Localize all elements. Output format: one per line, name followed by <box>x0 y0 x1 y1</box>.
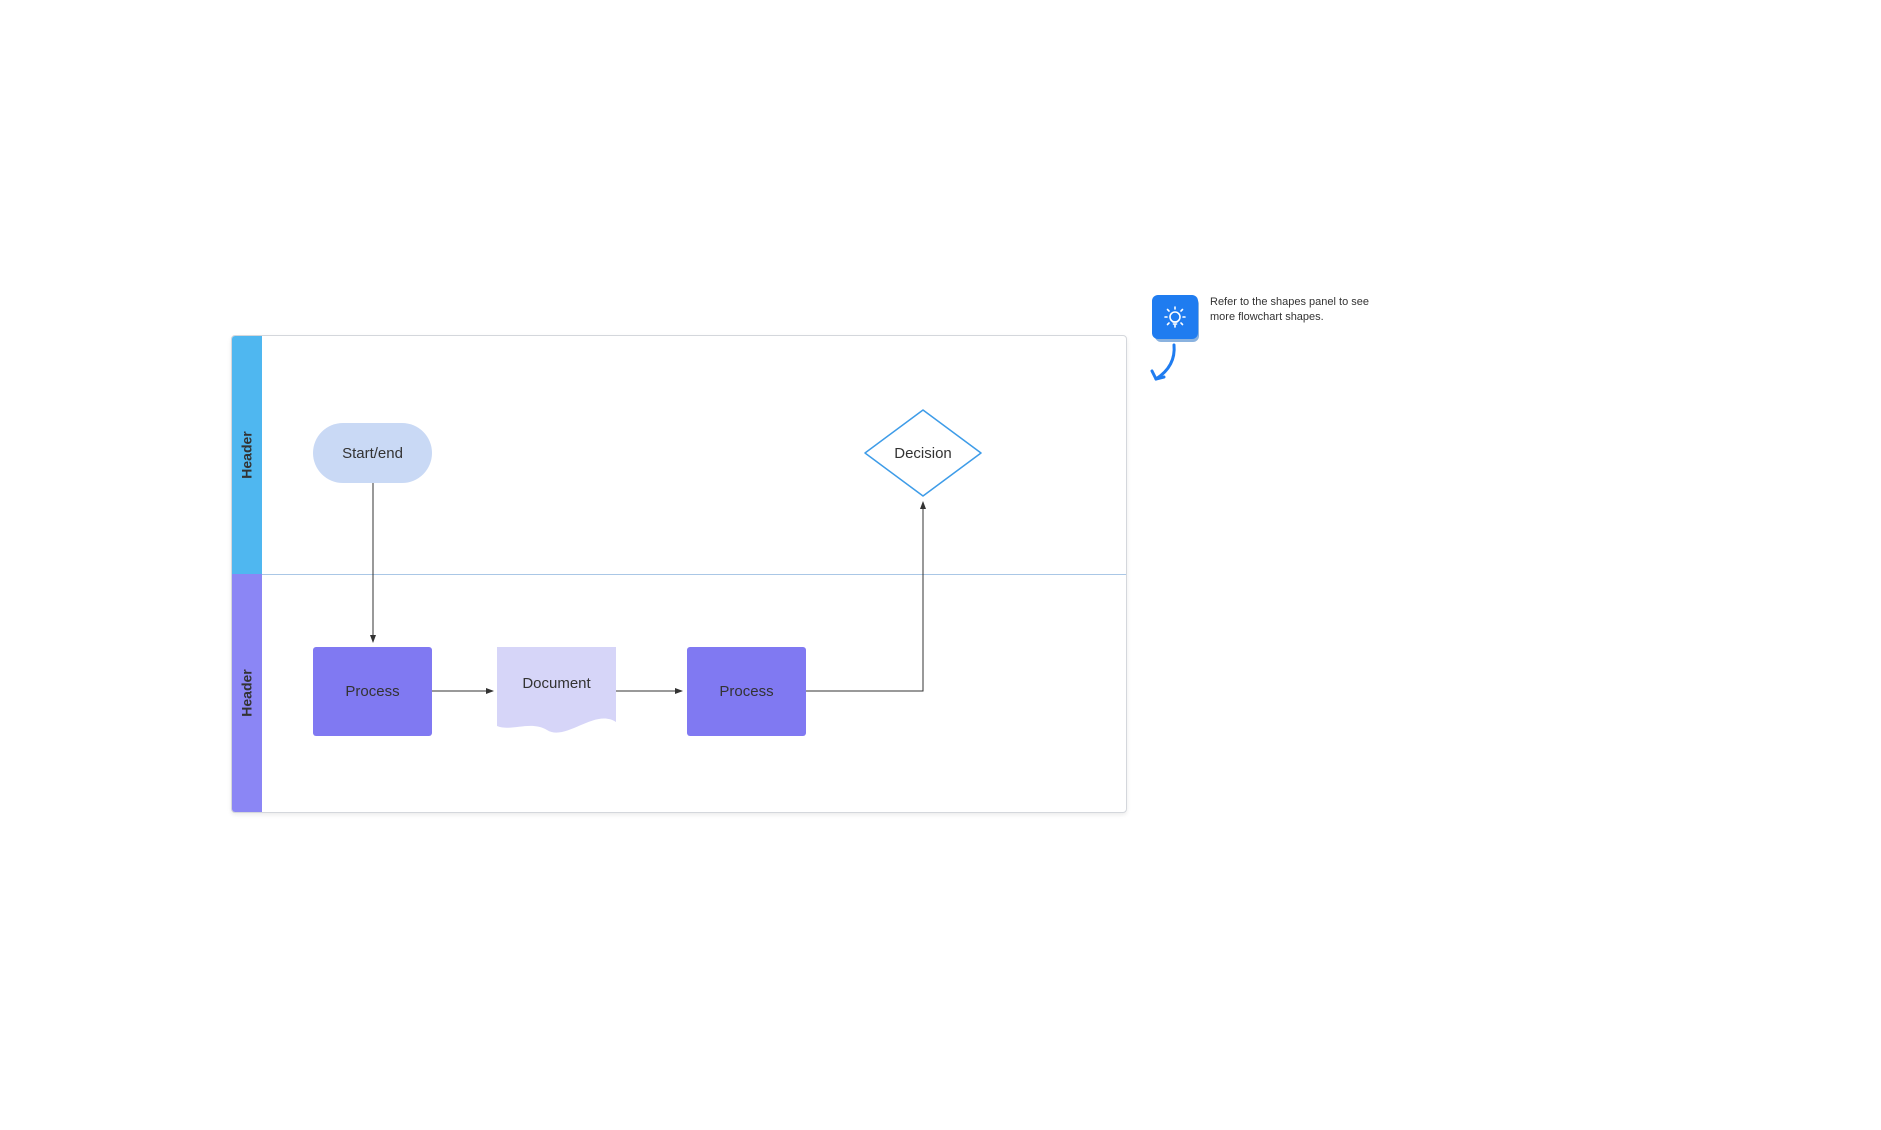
lightbulb-icon <box>1152 295 1200 343</box>
swimlane-header-label: Header <box>239 669 255 716</box>
node-label: Start/end <box>342 445 403 462</box>
document-node[interactable]: Document <box>497 647 616 736</box>
decision-node[interactable]: Decision <box>864 409 982 497</box>
process-node[interactable]: Process <box>687 647 806 736</box>
canvas: Header Header Start/end Process Document Pro… <box>0 0 1881 1130</box>
swimlane-divider <box>262 574 1126 575</box>
node-label: Decision <box>894 445 952 462</box>
swimlane-header[interactable]: Header <box>232 574 262 812</box>
node-label: Process <box>345 683 399 700</box>
node-label: Process <box>719 683 773 700</box>
swimlane-header[interactable]: Header <box>232 336 262 574</box>
lightbulb-glyph <box>1161 303 1189 331</box>
swimlane-container[interactable]: Header Header <box>231 335 1127 813</box>
terminator-node[interactable]: Start/end <box>313 423 432 483</box>
hint-text: Refer to the shapes panel to see more fl… <box>1210 295 1370 325</box>
swimlane-header-label: Header <box>239 431 255 478</box>
node-label: Document <box>522 675 590 692</box>
hint-note: Refer to the shapes panel to see more fl… <box>1152 295 1370 343</box>
process-node[interactable]: Process <box>313 647 432 736</box>
hint-arrow-icon <box>1150 343 1180 385</box>
